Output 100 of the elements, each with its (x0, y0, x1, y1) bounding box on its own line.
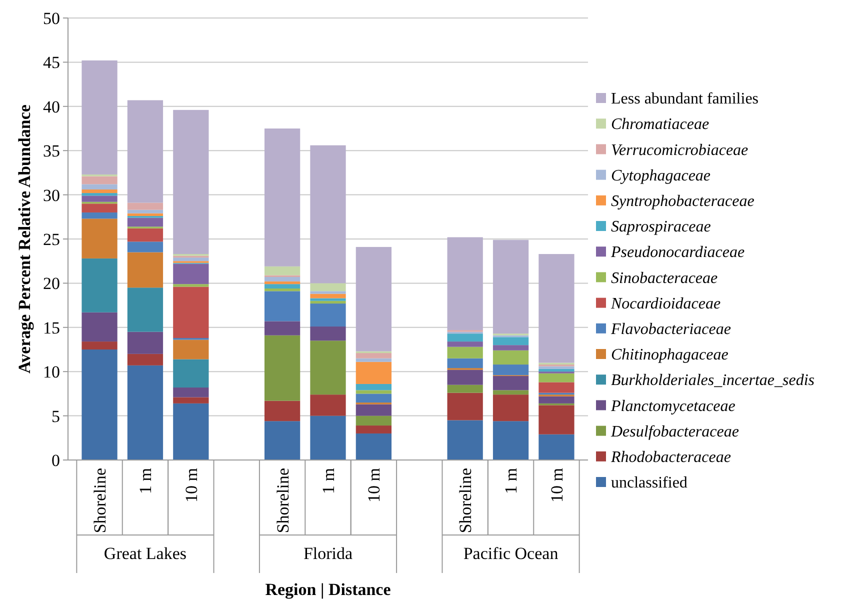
legend-label: Less abundant families (611, 90, 759, 108)
y-axis-title: Average Percent Relative Abundance (15, 104, 34, 374)
legend-label: Cytophagaceae (611, 167, 711, 184)
bar (492, 421, 529, 460)
x-tick-label: 10 m (364, 468, 384, 502)
bar (310, 326, 346, 341)
bar (538, 373, 574, 382)
bar (356, 362, 392, 384)
bar (447, 420, 483, 460)
x-tick-label: 10 m (182, 468, 201, 502)
bar (492, 376, 529, 390)
x-tick-label: 1 m (318, 468, 338, 494)
legend-label: Syntrophobacteraceae (611, 193, 754, 210)
bar (82, 184, 118, 190)
y-tick-label: 10 (43, 362, 60, 382)
bar (173, 359, 209, 388)
bar (82, 196, 118, 202)
bar (447, 237, 483, 330)
bar (492, 337, 529, 346)
bar (356, 433, 392, 460)
bar (538, 382, 574, 393)
bar (538, 405, 574, 434)
bar (492, 345, 529, 350)
legend-label: Verrucomicrobiaceae (611, 142, 748, 159)
bar (264, 291, 300, 322)
bar (127, 218, 164, 227)
legend-label: Saprospiraceae (611, 218, 711, 236)
legend-label: Chitinophagaceae (611, 346, 728, 364)
bar (356, 416, 392, 426)
y-tick-label: 5 (52, 406, 60, 426)
bar (82, 60, 118, 174)
bar (82, 212, 118, 219)
bar (538, 254, 574, 363)
bar (82, 193, 118, 196)
y-tick-label: 50 (43, 8, 60, 28)
bar (127, 288, 164, 332)
bar (264, 288, 300, 292)
bar (538, 366, 574, 369)
bar (264, 284, 300, 289)
bar (173, 286, 209, 338)
text: Great Lakes (104, 544, 187, 563)
y-tick-label: 15 (43, 318, 60, 338)
bar (173, 403, 209, 460)
bar (310, 291, 346, 294)
x-tick-label: Shoreline (90, 468, 110, 534)
bar (127, 332, 164, 354)
bar (82, 218, 118, 258)
legend-label: Desulfobacteraceae (610, 423, 739, 440)
bar (264, 321, 300, 336)
bar (310, 416, 346, 460)
bar (82, 258, 118, 312)
bar (82, 189, 118, 194)
legend-label: Sinobacteraceae (611, 270, 718, 287)
bar (447, 342, 483, 347)
legend-label: Nocardioidaceae (610, 295, 721, 312)
bar (127, 228, 164, 242)
bar (492, 394, 529, 422)
bar (264, 128, 300, 266)
bar (264, 281, 300, 284)
bar (356, 390, 392, 394)
legend-label: Rhodobacteraceae (610, 449, 731, 466)
bar (492, 390, 529, 395)
y-tick-label: 45 (43, 53, 60, 72)
bar (173, 284, 209, 287)
y-tick-label: 0 (52, 450, 60, 470)
bar (538, 434, 574, 460)
x-tick-label: Shoreline (456, 468, 476, 534)
x-axis-title: Region | Distance (265, 580, 392, 599)
bar (82, 342, 118, 350)
y-tick-label: 25 (43, 230, 60, 249)
bar (447, 370, 483, 385)
bar (538, 368, 574, 372)
bar (310, 300, 346, 304)
bar (356, 353, 392, 358)
bar (356, 394, 392, 403)
bar (264, 335, 300, 401)
text: Florida (303, 544, 354, 563)
bar (127, 242, 164, 252)
bar (310, 145, 346, 284)
text: Pacific Ocean (463, 544, 559, 563)
bar (127, 252, 164, 288)
bar (127, 365, 164, 460)
bar (356, 404, 392, 416)
bar (356, 358, 392, 362)
x-tick-label: 1 m (502, 468, 521, 494)
bar (356, 426, 392, 434)
bar (173, 258, 209, 262)
bar (356, 246, 392, 352)
bar (447, 358, 483, 368)
legend-label: unclassified (611, 474, 688, 492)
bar (447, 392, 483, 420)
y-tick-label: 35 (43, 142, 60, 161)
legend-label: Planctomycetaceae (610, 398, 736, 415)
bar (127, 354, 164, 366)
bar (173, 110, 209, 254)
bar (356, 384, 392, 390)
x-tick-label: 10 m (547, 468, 566, 502)
legend-label: Pseudonocardiaceae (610, 244, 745, 262)
bar (310, 340, 346, 395)
bar (264, 400, 300, 422)
